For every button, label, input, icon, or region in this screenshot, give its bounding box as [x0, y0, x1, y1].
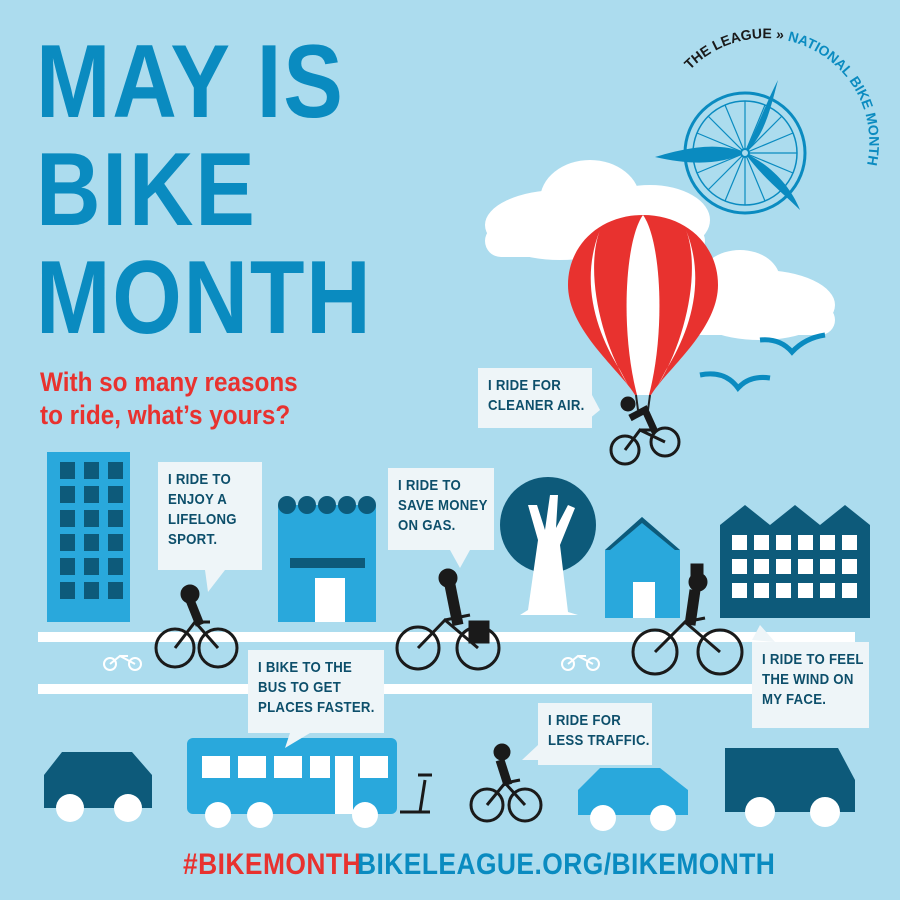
window [84, 534, 99, 551]
window [60, 558, 75, 575]
bus [187, 738, 432, 828]
window [60, 510, 75, 527]
window [732, 535, 747, 550]
bubble-line: SAVE MONEY [398, 497, 488, 514]
window [820, 559, 835, 574]
bubble-line: I RIDE TO [168, 471, 232, 488]
window [60, 534, 75, 551]
window [732, 559, 747, 574]
birds [699, 332, 826, 392]
window [776, 559, 791, 574]
bike-lane-marking-icon [103, 654, 600, 671]
window [842, 559, 857, 574]
tree [500, 477, 596, 615]
store-building [278, 496, 376, 622]
window [108, 510, 123, 527]
website-link[interactable]: BIKELEAGUE.ORG/BIKEMONTH [357, 848, 776, 881]
bubble-line: PLACES FASTER. [258, 699, 375, 716]
league-logo: THE LEAGUE »NATIONAL BIKE MONTH [655, 25, 882, 215]
bubble-line: LESS TRAFFIC. [548, 732, 650, 749]
bubble-line: I RIDE TO FEEL [762, 651, 864, 668]
window [754, 535, 769, 550]
bubble-wind: I RIDE TO FEEL THE WIND ON MY FACE. [752, 642, 869, 728]
window [820, 535, 835, 550]
car-middle [578, 768, 688, 831]
cyclist-3 [631, 563, 744, 676]
bubble-line: I RIDE TO [398, 477, 462, 494]
bubble-line: CLEANER AIR. [488, 397, 585, 414]
cyclist-2 [395, 568, 501, 671]
window [842, 583, 857, 598]
window [776, 535, 791, 550]
title-line-1: MAY IS [36, 24, 345, 140]
bubble-line: I RIDE FOR [548, 712, 622, 729]
subtitle: With so many reasons to ride, what’s you… [40, 366, 298, 432]
window [754, 559, 769, 574]
window [60, 486, 75, 503]
window [776, 583, 791, 598]
subtitle-line-1: With so many reasons [40, 367, 298, 397]
house [605, 517, 680, 618]
window [84, 486, 99, 503]
cyclist-4 [469, 743, 543, 823]
subtitle-line-2: to ride, what’s yours? [40, 400, 291, 430]
hot-air-balloon [568, 215, 718, 411]
window [60, 462, 75, 479]
window [108, 462, 123, 479]
balloon-cyclist [609, 396, 681, 466]
cyclists [154, 563, 744, 823]
bubble-line: I BIKE TO THE [258, 659, 353, 676]
window [842, 535, 857, 550]
bubble-line: ENJOY A [168, 491, 228, 508]
window [84, 558, 99, 575]
window [60, 582, 75, 599]
window [84, 510, 99, 527]
window [84, 462, 99, 479]
hashtag: #BIKEMONTH [183, 848, 362, 881]
bubble-cleaner-air: I RIDE FOR CLEANER AIR. [478, 368, 592, 428]
logo-text-league: THE LEAGUE » [681, 25, 785, 72]
bubble-less-traffic: I RIDE FOR LESS TRAFFIC. [538, 703, 652, 765]
window [820, 583, 835, 598]
window [798, 535, 813, 550]
road [38, 632, 855, 694]
bubble-lifelong-sport: I RIDE TO ENJOY A LIFELONG SPORT. [158, 462, 262, 570]
window [798, 583, 813, 598]
window [108, 582, 123, 599]
window [798, 559, 813, 574]
window [84, 582, 99, 599]
bubble-line: LIFELONG [168, 511, 237, 528]
cyclist-1 [154, 584, 239, 669]
window [732, 583, 747, 598]
logo-text-national-bike-month: NATIONAL BIKE MONTH [787, 28, 883, 167]
truck-right [725, 748, 855, 827]
bubble-line: I RIDE FOR [488, 377, 562, 394]
window [108, 534, 123, 551]
bubble-line: THE WIND ON [762, 671, 854, 688]
bubble-line: ON GAS. [398, 517, 456, 534]
bubble-line: MY FACE. [762, 691, 827, 708]
bubble-save-money: I RIDE TO SAVE MONEY ON GAS. [388, 468, 494, 550]
bubble-line: SPORT. [168, 531, 218, 548]
title-line-2: BIKE [36, 132, 257, 248]
title-line-3: MONTH [36, 240, 373, 356]
window [754, 583, 769, 598]
svg-text:THE LEAGUE »NATIONAL BIKE MONT: THE LEAGUE »NATIONAL BIKE MONTH [681, 25, 882, 167]
car-left [44, 752, 152, 822]
bubble-line: BUS TO GET [258, 679, 342, 696]
factory-windows [732, 535, 857, 598]
bubble-bus: I BIKE TO THE BUS TO GET PLACES FASTER. [248, 650, 384, 733]
window [108, 558, 123, 575]
window [108, 486, 123, 503]
office-windows [60, 462, 123, 599]
